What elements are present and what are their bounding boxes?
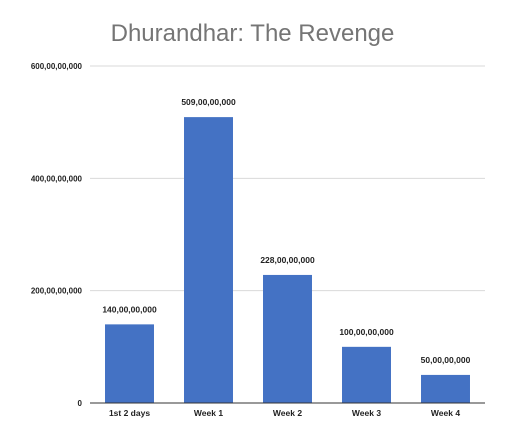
x-axis-labels: 1st 2 days Week 1 Week 2 Week 3 Week 4	[109, 408, 460, 418]
bar	[263, 274, 312, 403]
bars	[105, 117, 470, 403]
y-tick-label: 0	[78, 399, 83, 408]
bar-value-label: 100,00,00,000	[339, 327, 394, 337]
y-tick-label: 400,00,00,000	[31, 174, 83, 183]
bar	[184, 117, 233, 403]
bar	[105, 324, 154, 403]
x-tick-label: Week 2	[273, 408, 302, 418]
bar-value-label: 50,00,00,000	[421, 355, 471, 365]
x-tick-label: Week 3	[352, 408, 381, 418]
y-tick-label: 200,00,00,000	[31, 287, 83, 296]
bar	[342, 346, 391, 403]
y-tick-label: 600,00,00,000	[31, 62, 83, 71]
bar-value-labels: 140,00,00,000 509,00,00,000 228,00,00,000 1…	[102, 97, 470, 365]
chart-title: Dhurandhar: The Revenge	[110, 20, 395, 47]
bar-value-label: 140,00,00,000	[102, 304, 157, 314]
y-axis-ticks: 0 200,00,00,000 400,00,00,000 600,00,00,000	[31, 62, 83, 408]
bar-value-label: 228,00,00,000	[260, 255, 315, 265]
x-tick-label: 1st 2 days	[109, 408, 150, 418]
bar-value-label: 509,00,00,000	[181, 97, 236, 107]
x-tick-label: Week 1	[194, 408, 223, 418]
bar	[421, 374, 470, 403]
x-tick-label: Week 4	[431, 408, 460, 418]
